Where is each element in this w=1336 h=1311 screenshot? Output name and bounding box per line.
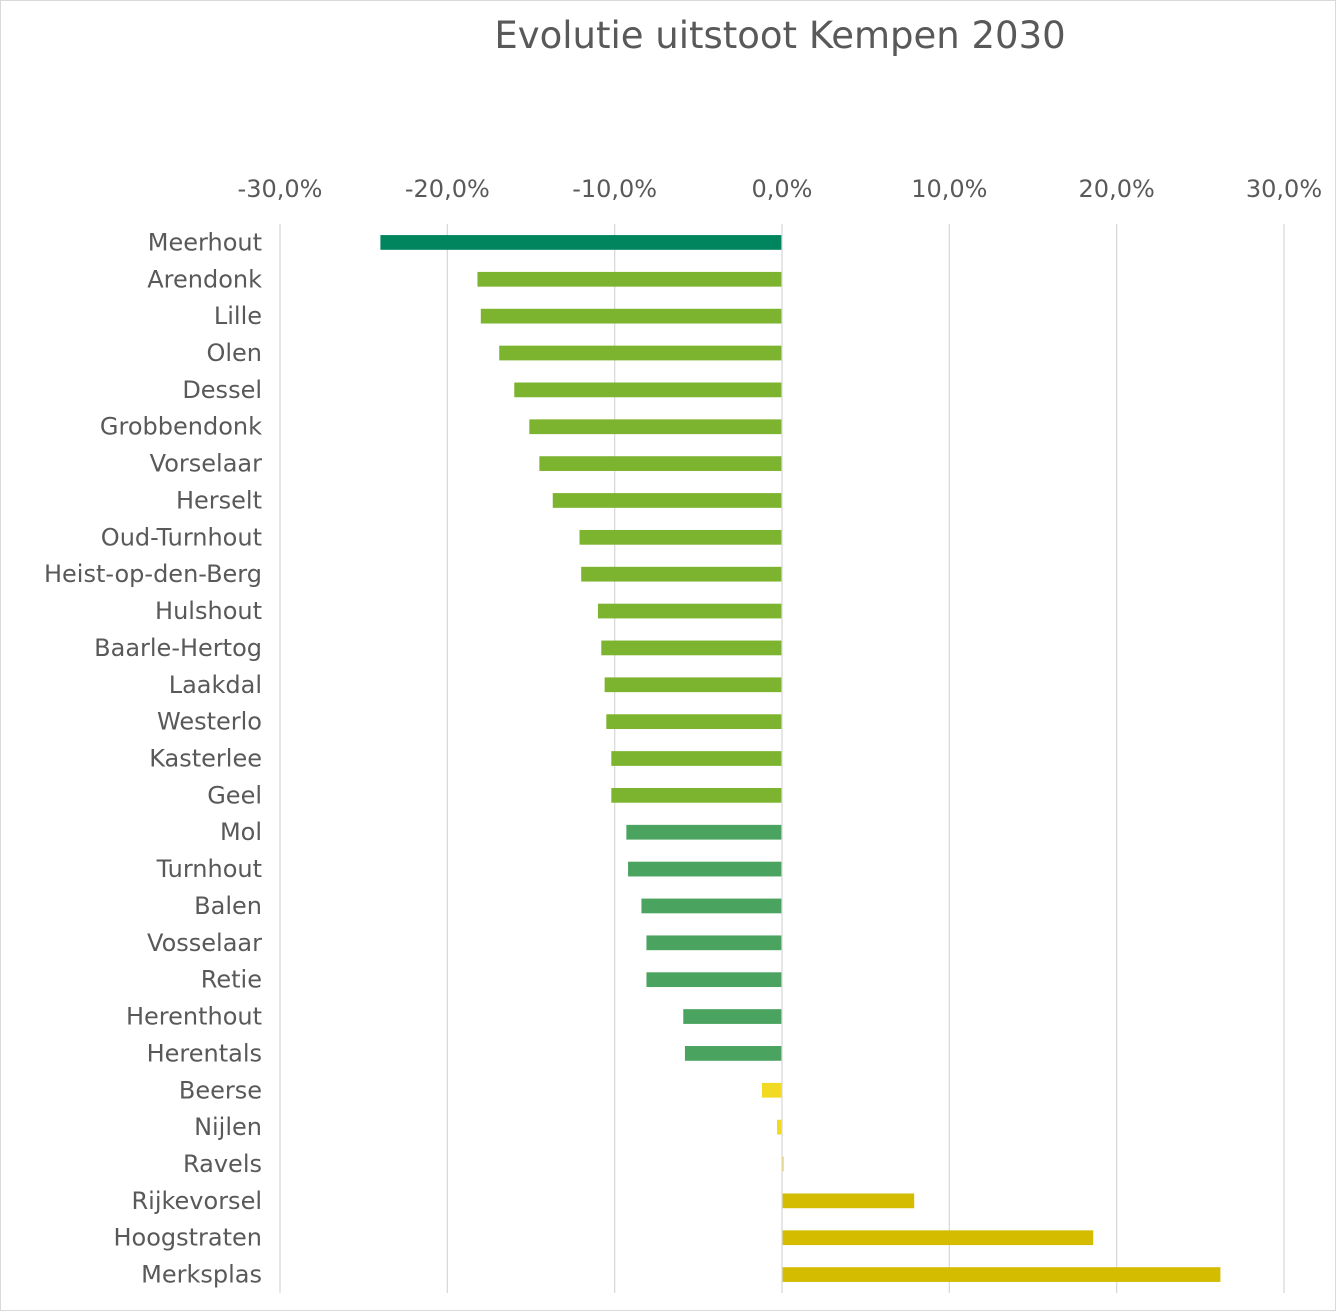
bar [477,271,782,287]
category-label: Arendonk [147,265,262,293]
category-label: Turnhout [156,855,262,883]
category-label: Lille [214,302,262,330]
category-label: Kasterlee [149,745,262,773]
category-labels: Meerhout Arendonk Lille Olen Dessel Grobbendo… [44,228,262,1288]
x-tick-label: 20,0% [1079,175,1155,203]
bar [604,677,782,693]
bar [776,1119,782,1135]
bar [782,1267,1221,1282]
bar [579,529,782,545]
category-label: Vorselaar [150,450,262,478]
category-label: Beerse [179,1076,262,1104]
bar [380,235,782,250]
category-label: Vosselaar [147,929,262,957]
x-tick-label: 0,0% [752,175,813,203]
bar [514,382,782,398]
category-label: Nijlen [194,1113,262,1141]
bar [641,898,782,914]
x-tick-label: -30,0% [238,175,323,203]
category-label: Grobbendonk [100,413,262,441]
x-tick-label: -20,0% [405,175,490,203]
bars [380,235,1221,1282]
bar [782,1156,784,1172]
bar [782,1230,1094,1246]
x-axis-tick-labels: -30,0% -20,0% -10,0% 0,0% 10,0% 20,0% 30,0% [238,175,1323,203]
category-label: Olen [206,339,262,367]
category-label: Herselt [176,486,262,514]
bar [499,345,782,361]
category-label: Westerlo [157,708,262,736]
bar [646,935,782,951]
bar [539,456,782,471]
category-label: Merksplas [141,1261,262,1289]
bar [611,751,782,766]
category-label: Hulshout [155,597,262,625]
x-tick-label: 30,0% [1246,175,1322,203]
gridlines [279,224,1285,1293]
category-label: Heist-op-den-Berg [44,560,262,588]
bar [611,787,782,803]
bar [646,972,782,988]
category-label: Hoogstraten [113,1224,262,1252]
bar [480,308,782,324]
category-label: Mol [220,818,262,846]
bar [601,640,782,656]
category-label: Oud-Turnhout [101,523,262,551]
chart-title: Evolutie uitstoot Kempen 2030 [494,14,1066,57]
bar [628,861,782,877]
category-label: Retie [201,966,262,994]
category-label: Herenthout [126,1003,262,1031]
bar [626,824,782,840]
bar [552,493,782,508]
category-label: Meerhout [148,228,262,256]
bar [782,1193,915,1209]
category-label: Geel [207,781,262,809]
bar [529,419,782,435]
category-label: Herentals [147,1039,262,1067]
category-label: Baarle-Hertog [94,634,262,662]
category-label: Dessel [182,376,262,404]
category-label: Ravels [183,1150,262,1178]
x-tick-label: -10,0% [572,175,657,203]
bar [683,1009,782,1024]
bar [597,603,782,619]
category-label: Balen [194,892,262,920]
category-label: Laakdal [169,671,262,699]
bar [684,1046,782,1061]
x-tick-label: 10,0% [911,175,987,203]
bar [606,714,782,730]
category-label: Rijkevorsel [131,1187,262,1215]
bar [581,566,782,582]
bar [761,1082,782,1098]
